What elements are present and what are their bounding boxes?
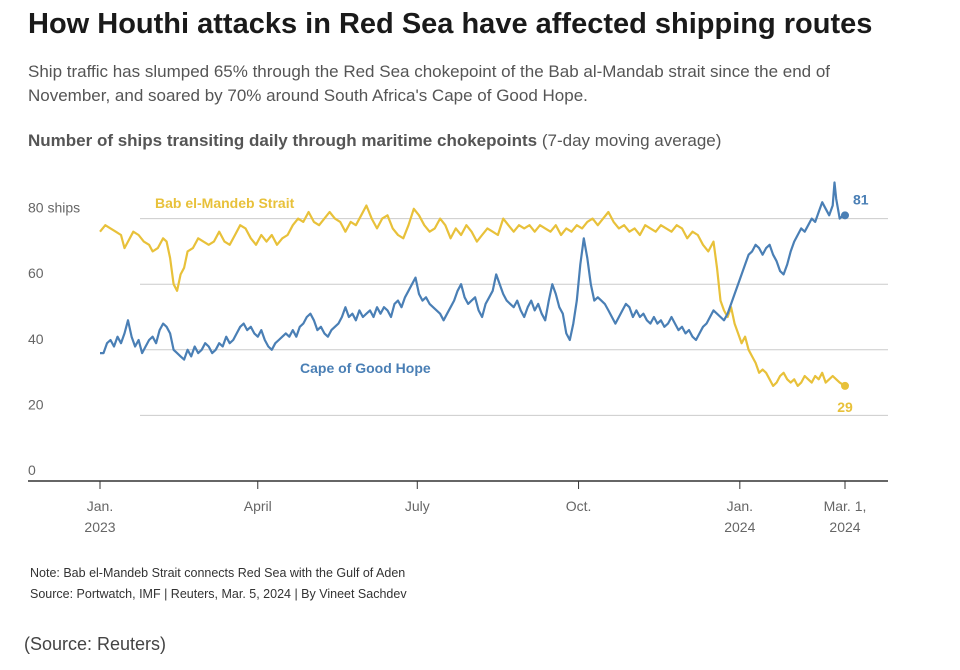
chart-subtitle: Ship traffic has slumped 65% through the…	[28, 62, 831, 105]
series-label-bab-el-mandeb-strait: Bab el-Mandeb Strait	[155, 195, 295, 211]
y-tick-label-0: 0	[28, 462, 36, 478]
x-tick-label-2: July	[405, 498, 430, 514]
series-line-cape-of-good-hope	[100, 181, 845, 361]
series-end-dot-bab-el-mandeb-strait	[841, 381, 849, 390]
x-tick-label-5-year: 2024	[829, 519, 860, 535]
chart-footer: Note: Bab el-Mandeb Strait connects Red …	[30, 563, 407, 605]
series-end-dot-cape-of-good-hope	[841, 211, 849, 220]
series-end-value-cape-of-good-hope: 81	[853, 191, 869, 207]
x-tick-label-3: Oct.	[566, 498, 592, 514]
line-chart: 0 20 40 60 80 ships Jan. 2023 April July Oct. Jan.…	[28, 181, 888, 535]
x-tick-label-0-year: 2023	[84, 519, 115, 535]
y-tick-label-40: 40	[28, 331, 44, 347]
series-line-bab-el-mandeb-strait	[99, 204, 846, 387]
x-tick-label-5: Mar. 1,	[824, 498, 867, 514]
series-label-cape-of-good-hope: Cape of Good Hope	[300, 360, 431, 376]
x-tick-label-4-year: 2024	[724, 519, 755, 535]
source-line: Source: Portwatch, IMF | Reuters, Mar. 5…	[30, 587, 407, 601]
x-tick-label-0: Jan.	[87, 498, 113, 514]
chart-title: How Houthi attacks in Red Sea have affec…	[28, 8, 873, 40]
footnote: Note: Bab el-Mandeb Strait connects Red …	[30, 566, 406, 580]
y-tick-label-60: 60	[28, 265, 44, 281]
chart-heading-main: Number of ships transiting daily through…	[28, 131, 538, 150]
y-tick-label-20: 20	[28, 396, 44, 412]
x-tick-label-4: Jan.	[727, 498, 753, 514]
chart-heading-note: (7-day moving average)	[541, 131, 722, 150]
chart-heading: Number of ships transiting daily through…	[28, 131, 928, 151]
source-caption: (Source: Reuters)	[24, 634, 167, 654]
y-tick-label-80: 80 ships	[28, 200, 80, 216]
series-end-value-bab-el-mandeb-strait: 29	[837, 399, 853, 415]
x-tick-label-1: April	[244, 498, 272, 514]
